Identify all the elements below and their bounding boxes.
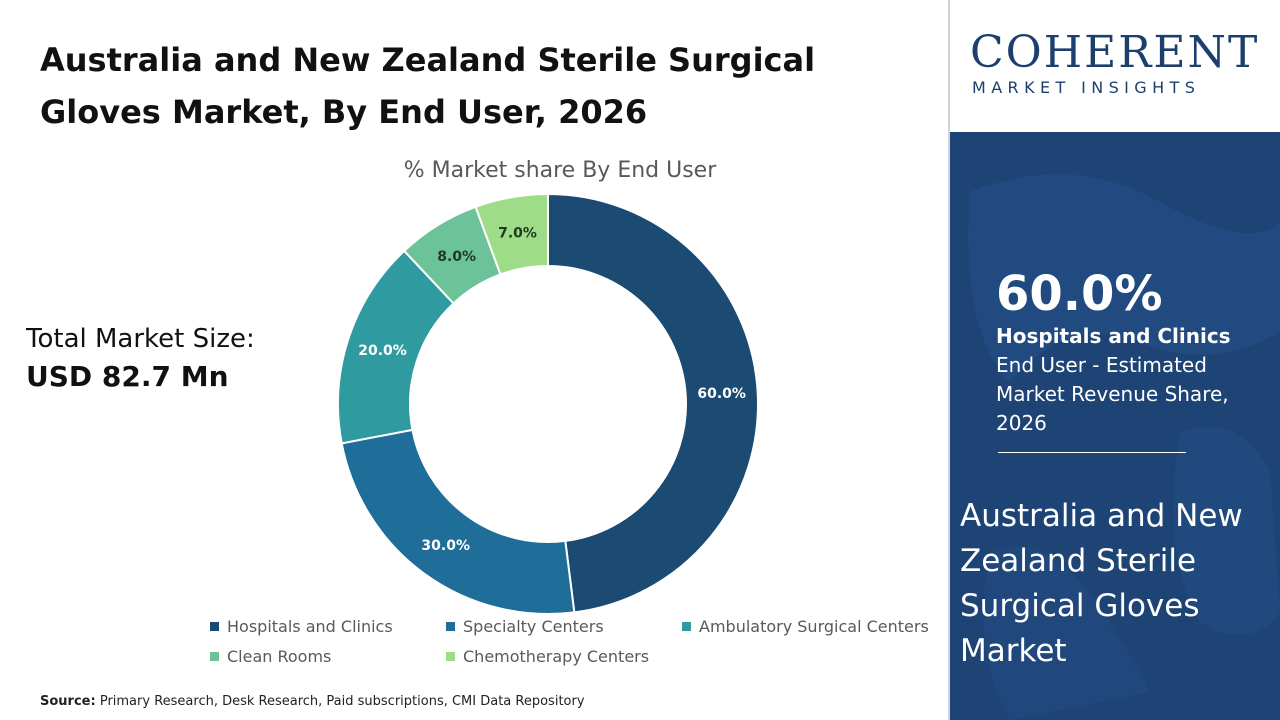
- legend-swatch: [210, 621, 219, 631]
- total-market-value: USD 82.7 Mn: [26, 360, 229, 393]
- legend-swatch: [210, 651, 219, 661]
- legend-label: Specialty Centers: [463, 616, 604, 636]
- logo-wordmark: COHERENT: [970, 27, 1260, 78]
- highlight-segment: Hospitals and Clinics: [996, 324, 1231, 348]
- page-title: Australia and New Zealand Sterile Surgic…: [40, 34, 900, 138]
- donut-slice-hospitals-and-clinics: [547, 192, 759, 614]
- legend-item-clean-rooms: Clean Rooms: [210, 646, 446, 666]
- legend-item-chemotherapy-centers: Chemotherapy Centers: [446, 646, 682, 666]
- data-label-chemotherapy-centers: 7.0%: [498, 226, 537, 242]
- divider: [998, 452, 1186, 453]
- legend-item-ambulatory-surgical-centers: Ambulatory Surgical Centers: [682, 616, 930, 636]
- logo: COHERENT MARKET INSIGHTS: [950, 0, 1280, 132]
- donut-slice-chemotherapy-centers: [474, 192, 549, 276]
- legend-item-hospitals-and-clinics: Hospitals and Clinics: [210, 616, 446, 636]
- map-background: [950, 132, 1280, 720]
- total-market-size: Total Market Size: USD 82.7 Mn: [26, 324, 255, 393]
- legend-label: Chemotherapy Centers: [463, 646, 650, 666]
- chart-panel: Australia and New Zealand Sterile Surgic…: [26, 0, 950, 720]
- source-label: Source:: [40, 694, 96, 709]
- data-label-clean-rooms: 8.0%: [437, 249, 476, 265]
- summary-panel: COHERENT MARKET INSIGHTS 60.0% Hospitals…: [950, 0, 1280, 720]
- data-label-hospitals-and-clinics: 60.0%: [697, 386, 746, 402]
- highlight-percent: 60.0%: [996, 266, 1163, 322]
- legend-swatch: [682, 621, 691, 631]
- side-title: Australia and New Zealand Sterile Surgic…: [960, 498, 1243, 669]
- data-label-ambulatory-surgical-centers: 20.0%: [358, 343, 407, 359]
- legend-label: Ambulatory Surgical Centers: [699, 616, 929, 636]
- source-note: Source: Primary Research, Desk Research,…: [40, 694, 585, 709]
- legend-item-specialty-centers: Specialty Centers: [446, 616, 682, 636]
- legend-label: Hospitals and Clinics: [227, 616, 393, 636]
- legend-label: Clean Rooms: [227, 646, 332, 666]
- source-text: Primary Research, Desk Research, Paid su…: [99, 694, 585, 709]
- page-title-line-1: Australia and New Zealand Sterile Surgic…: [40, 41, 816, 79]
- total-market-label: Total Market Size:: [26, 324, 255, 354]
- chart-title: % Market share By End User: [403, 158, 717, 183]
- data-label-specialty-centers: 30.0%: [421, 538, 470, 554]
- donut-slice-specialty-centers: [340, 428, 576, 615]
- legend-swatch: [446, 651, 455, 661]
- legend-swatch: [446, 621, 455, 631]
- chart-legend: Hospitals and Clinics Specialty Centers Am…: [210, 616, 930, 666]
- highlight-description: Hospitals and Clinics End User - Estimat…: [996, 322, 1266, 438]
- donut-chart: 60.0% 30.0% 20.0% 8.0% 7.0%: [337, 192, 759, 615]
- page-title-line-2: Gloves Market, By End User, 2026: [40, 93, 648, 131]
- highlight-text: End User - Estimated Market Revenue Shar…: [996, 353, 1229, 435]
- logo-tagline: MARKET INSIGHTS: [972, 78, 1201, 97]
